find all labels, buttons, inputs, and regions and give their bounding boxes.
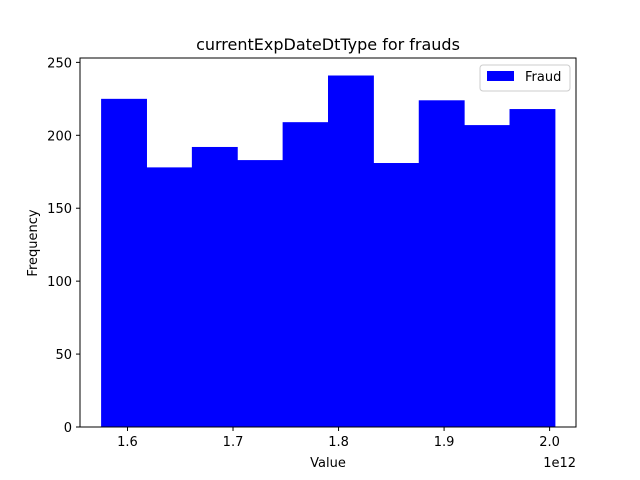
chart-title: currentExpDateDtType for frauds bbox=[196, 35, 460, 54]
x-axis-label: Value bbox=[310, 456, 346, 471]
x-tick-label: 1.9 bbox=[434, 435, 455, 450]
legend: Fraud bbox=[479, 64, 571, 92]
histogram-bar bbox=[418, 100, 465, 427]
bars-group bbox=[101, 75, 556, 428]
x-tick-label: 2.0 bbox=[539, 435, 560, 450]
x-tick-label: 1.8 bbox=[328, 435, 349, 450]
plot-frame bbox=[79, 57, 577, 428]
legend-swatch-fraud bbox=[487, 71, 514, 81]
y-axis-label: Frequency bbox=[26, 209, 41, 276]
x-tick-label: 1.6 bbox=[117, 435, 138, 450]
y-tick-label: 200 bbox=[47, 129, 72, 144]
histogram-bar bbox=[146, 167, 193, 428]
histogram-bar bbox=[328, 75, 374, 427]
histogram-bar bbox=[282, 122, 329, 427]
y-tick-label: 50 bbox=[55, 348, 72, 363]
x-axis-offset-label: 1e12 bbox=[543, 456, 576, 471]
x-ticks: 1.6 1.7 1.8 1.9 2.0 bbox=[117, 427, 560, 450]
y-tick-label: 100 bbox=[47, 275, 72, 290]
histogram-bar bbox=[373, 163, 420, 428]
y-tick-label: 150 bbox=[47, 202, 72, 217]
histogram-bar bbox=[464, 125, 511, 427]
y-ticks: 0 50 100 150 200 250 bbox=[47, 56, 80, 436]
legend-label-fraud: Fraud bbox=[525, 70, 561, 85]
histogram-bar bbox=[101, 98, 147, 427]
histogram-bar bbox=[509, 109, 556, 428]
y-tick-label: 250 bbox=[47, 56, 72, 71]
histogram-bar bbox=[237, 160, 284, 428]
y-tick-label: 0 bbox=[64, 421, 72, 436]
x-tick-label: 1.7 bbox=[223, 435, 244, 450]
histogram-bar bbox=[191, 146, 238, 427]
